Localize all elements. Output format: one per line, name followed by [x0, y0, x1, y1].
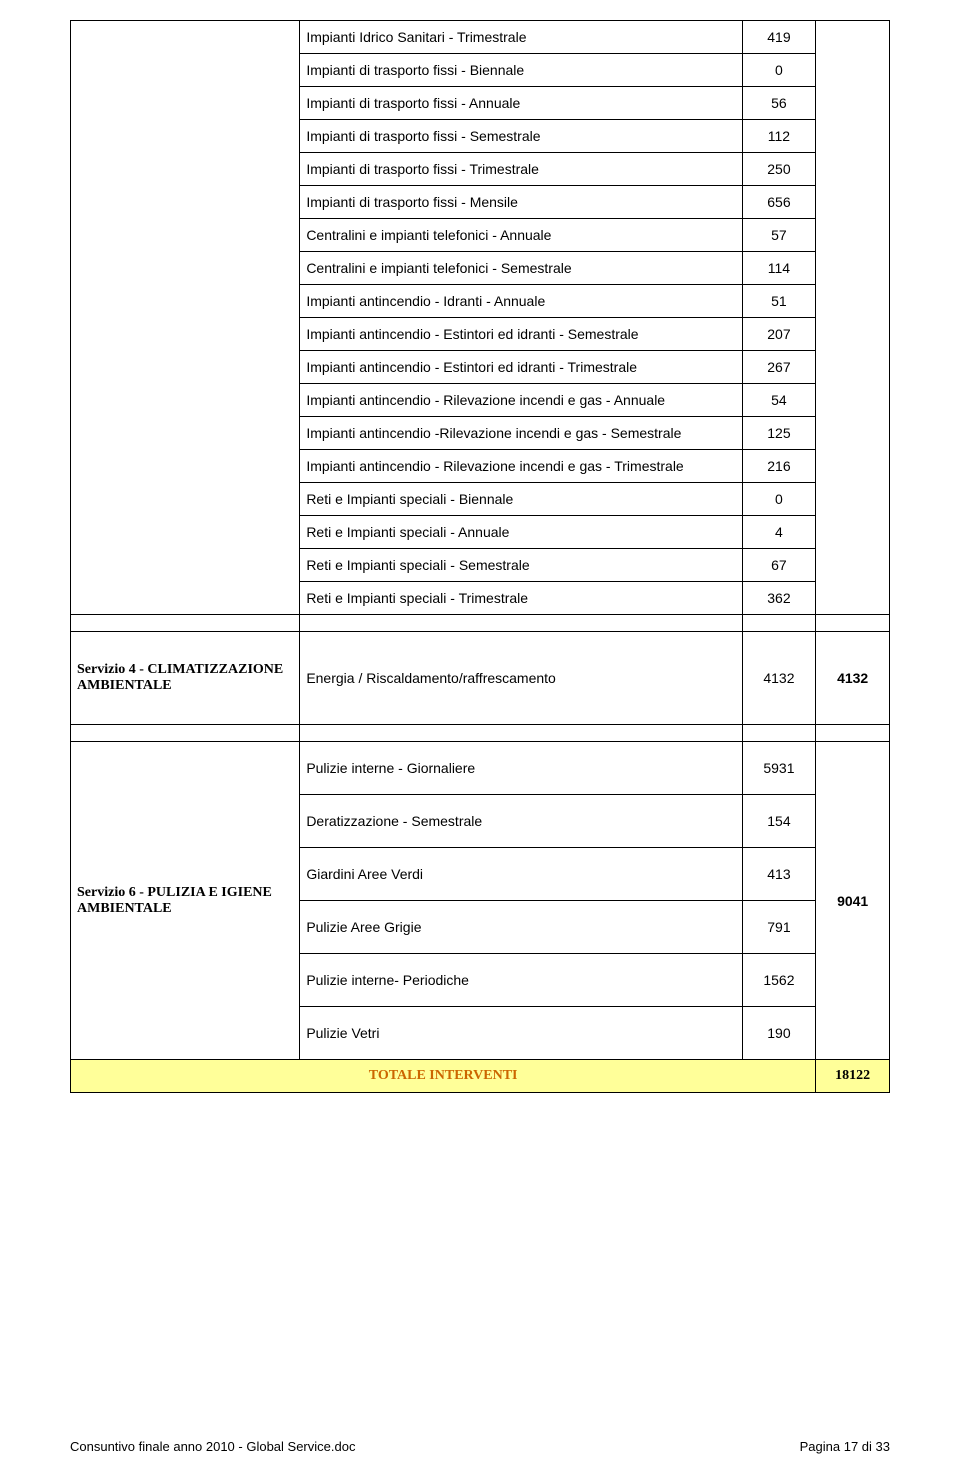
row-label: Impianti antincendio - Idranti - Annuale [300, 285, 742, 318]
section2-label: Energia / Riscaldamento/raffrescamento [300, 632, 742, 725]
section3-total: 9041 [816, 742, 890, 1060]
row-label: Impianti antincendio - Rilevazione incen… [300, 450, 742, 483]
total-row: TOTALE INTERVENTI18122 [71, 1060, 890, 1093]
row-value: 362 [742, 582, 816, 615]
row-label: Impianti di trasporto fissi - Biennale [300, 54, 742, 87]
row-label: Impianti di trasporto fissi - Mensile [300, 186, 742, 219]
footer-right: Pagina 17 di 33 [800, 1439, 890, 1454]
row-value: 419 [742, 21, 816, 54]
row-label: Impianti antincendio - Estintori ed idra… [300, 318, 742, 351]
row-label: Reti e Impianti speciali - Biennale [300, 483, 742, 516]
row-value: 207 [742, 318, 816, 351]
row-label: Deratizzazione - Semestrale [300, 795, 742, 848]
total-label: TOTALE INTERVENTI [71, 1060, 816, 1093]
row-value: 125 [742, 417, 816, 450]
row-label: Pulizie interne - Giornaliere [300, 742, 742, 795]
row-value: 0 [742, 483, 816, 516]
section1-left-cell [71, 21, 300, 615]
table-row: Servizio 4 - CLIMATIZZAZIONE AMBIENTALEE… [71, 632, 890, 725]
row-value: 0 [742, 54, 816, 87]
row-value: 4 [742, 516, 816, 549]
row-label: Pulizie Vetri [300, 1007, 742, 1060]
row-label: Impianti antincendio - Rilevazione incen… [300, 384, 742, 417]
row-label: Reti e Impianti speciali - Annuale [300, 516, 742, 549]
row-label: Reti e Impianti speciali - Trimestrale [300, 582, 742, 615]
row-value: 250 [742, 153, 816, 186]
section2-val1: 4132 [742, 632, 816, 725]
row-label: Impianti di trasporto fissi - Semestrale [300, 120, 742, 153]
spacer-row [71, 615, 890, 632]
row-label: Impianti antincendio - Estintori ed idra… [300, 351, 742, 384]
row-label: Pulizie Aree Grigie [300, 901, 742, 954]
row-value: 267 [742, 351, 816, 384]
row-value: 5931 [742, 742, 816, 795]
total-value: 18122 [816, 1060, 890, 1093]
row-value: 190 [742, 1007, 816, 1060]
row-label: Pulizie interne- Periodiche [300, 954, 742, 1007]
page-footer: Consuntivo finale anno 2010 - Global Ser… [70, 1439, 890, 1454]
footer-left: Consuntivo finale anno 2010 - Global Ser… [70, 1439, 355, 1454]
row-label: Centralini e impianti telefonici - Semes… [300, 252, 742, 285]
row-label: Giardini Aree Verdi [300, 848, 742, 901]
row-value: 56 [742, 87, 816, 120]
table-row: Impianti Idrico Sanitari - Trimestrale41… [71, 21, 890, 54]
row-label: Impianti di trasporto fissi - Trimestral… [300, 153, 742, 186]
row-value: 154 [742, 795, 816, 848]
spacer-row [71, 725, 890, 742]
row-value: 1562 [742, 954, 816, 1007]
row-value: 114 [742, 252, 816, 285]
row-value: 791 [742, 901, 816, 954]
section3-heading: Servizio 6 - PULIZIA E IGIENE AMBIENTALE [71, 742, 300, 1060]
section1-right-cell [816, 21, 890, 615]
row-label: Reti e Impianti speciali - Semestrale [300, 549, 742, 582]
row-label: Impianti antincendio -Rilevazione incend… [300, 417, 742, 450]
row-value: 51 [742, 285, 816, 318]
row-label: Impianti Idrico Sanitari - Trimestrale [300, 21, 742, 54]
row-label: Centralini e impianti telefonici - Annua… [300, 219, 742, 252]
row-value: 413 [742, 848, 816, 901]
row-value: 54 [742, 384, 816, 417]
row-value: 112 [742, 120, 816, 153]
row-value: 57 [742, 219, 816, 252]
row-value: 67 [742, 549, 816, 582]
row-value: 216 [742, 450, 816, 483]
table-row: Servizio 6 - PULIZIA E IGIENE AMBIENTALE… [71, 742, 890, 795]
section2-heading: Servizio 4 - CLIMATIZZAZIONE AMBIENTALE [71, 632, 300, 725]
section2-val2: 4132 [816, 632, 890, 725]
row-value: 656 [742, 186, 816, 219]
row-label: Impianti di trasporto fissi - Annuale [300, 87, 742, 120]
